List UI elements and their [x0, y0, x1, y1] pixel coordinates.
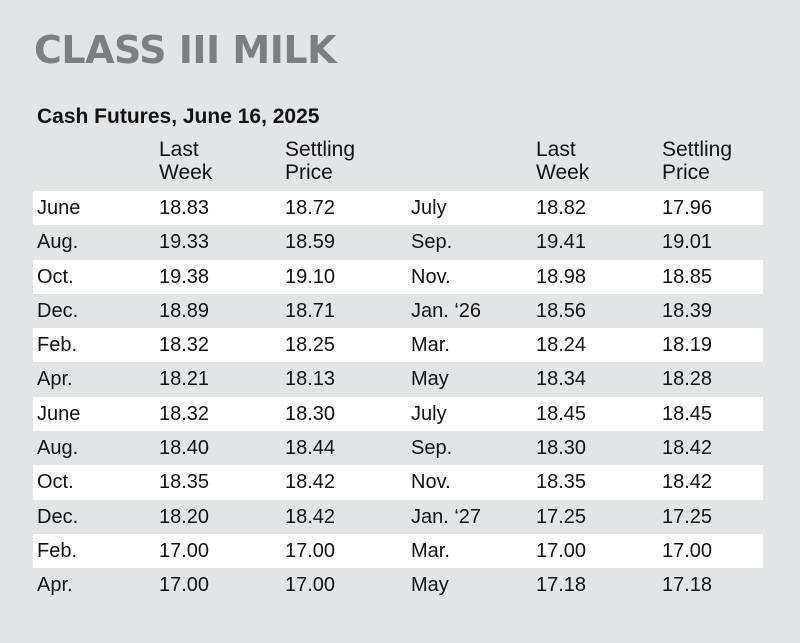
- table-row: Feb. 18.32 18.25 Mar. 18.24 18.19: [33, 328, 763, 363]
- month-cell: Feb.: [37, 539, 78, 562]
- last-week-cell: 18.98: [536, 265, 587, 288]
- month-cell: Mar.: [411, 334, 450, 357]
- table-row: Apr. 18.21 18.13 May 18.34 18.28: [33, 362, 763, 396]
- table-row: June 18.83 18.72 July 18.82 17.96: [33, 191, 763, 226]
- last-week-cell: 18.20: [159, 505, 210, 528]
- last-week-cell: 19.38: [159, 265, 210, 288]
- header-settling-price-label: Settling Price: [662, 138, 733, 184]
- header-last-week-label: Last Week: [536, 138, 590, 184]
- last-week-cell: 18.83: [159, 197, 210, 219]
- settling-price-cell: 18.42: [285, 505, 336, 528]
- table-row: June 18.32 18.30 July 18.45 18.45: [33, 396, 763, 432]
- last-week-cell: 18.34: [536, 368, 587, 391]
- month-cell: July: [411, 197, 447, 219]
- table-row: Apr. 17.00 17.00 May 17.18 17.18: [33, 568, 763, 602]
- last-week-cell: 17.00: [159, 539, 210, 562]
- last-week-cell: 18.35: [536, 471, 587, 494]
- header-last-week-left: Last Week: [159, 138, 279, 184]
- last-week-cell: 18.56: [536, 299, 587, 322]
- month-cell: Apr.: [37, 368, 73, 391]
- last-week-cell: 17.00: [159, 574, 210, 597]
- table-row: Aug. 19.33 18.59 Sep. 19.41 19.01: [33, 225, 763, 259]
- settling-price-cell: 19.01: [662, 231, 713, 254]
- table-subtitle: Cash Futures, June 16, 2025: [37, 105, 320, 128]
- last-week-cell: 17.25: [536, 505, 587, 528]
- month-cell: Oct.: [37, 471, 74, 494]
- table-row: Oct. 19.38 19.10 Nov. 18.98 18.85: [33, 259, 763, 294]
- table-row: Aug. 18.40 18.44 Sep. 18.30 18.42: [33, 431, 763, 465]
- table-row: Dec. 18.89 18.71 Jan. ‘26 18.56 18.39: [33, 294, 763, 328]
- settling-price-cell: 18.42: [662, 437, 713, 460]
- last-week-cell: 17.18: [536, 574, 587, 597]
- last-week-cell: 18.89: [159, 299, 210, 322]
- month-cell: Apr.: [37, 574, 73, 597]
- last-week-cell: 18.32: [159, 334, 210, 357]
- settling-price-cell: 17.25: [662, 505, 713, 528]
- month-cell: Aug.: [37, 231, 79, 254]
- settling-price-cell: 18.39: [662, 299, 713, 322]
- last-week-cell: 18.82: [536, 197, 587, 219]
- month-cell: Sep.: [411, 437, 453, 460]
- month-cell: Nov.: [411, 471, 451, 494]
- settling-price-cell: 18.44: [285, 437, 336, 460]
- last-week-cell: 18.32: [159, 402, 210, 425]
- last-week-cell: 19.41: [536, 231, 587, 254]
- header-settling-price-right: Settling Price: [662, 138, 782, 184]
- header-settling-price-label: Settling Price: [285, 138, 356, 184]
- settling-price-cell: 18.13: [285, 368, 336, 391]
- header-last-week-right: Last Week: [536, 138, 656, 184]
- last-week-cell: 18.21: [159, 368, 210, 391]
- settling-price-cell: 17.00: [285, 574, 336, 597]
- month-cell: Dec.: [37, 299, 79, 322]
- settling-price-cell: 17.00: [662, 539, 713, 562]
- header-last-week-label: Last Week: [159, 138, 213, 184]
- month-cell: June: [37, 402, 81, 425]
- table-row: Dec. 18.20 18.42 Jan. ‘27 17.25 17.25: [33, 500, 763, 534]
- month-cell: Aug.: [37, 437, 79, 460]
- month-cell: Jan. ‘27: [411, 505, 482, 528]
- page-title: CLASS III MILK: [34, 28, 337, 72]
- last-week-cell: 17.00: [536, 539, 587, 562]
- settling-price-cell: 18.25: [285, 334, 336, 357]
- month-cell: Sep.: [411, 231, 453, 254]
- settling-price-cell: 18.42: [285, 471, 336, 494]
- settling-price-cell: 18.45: [662, 402, 713, 425]
- table-row: Feb. 17.00 17.00 Mar. 17.00 17.00: [33, 533, 763, 569]
- settling-price-cell: 18.71: [285, 299, 336, 322]
- settling-price-cell: 18.72: [285, 197, 336, 219]
- settling-price-cell: 17.00: [285, 539, 336, 562]
- month-cell: May: [411, 368, 449, 391]
- month-cell: Feb.: [37, 334, 78, 357]
- last-week-cell: 18.24: [536, 334, 587, 357]
- settling-price-cell: 18.19: [662, 334, 713, 357]
- table-row: Oct. 18.35 18.42 Nov. 18.35 18.42: [33, 465, 763, 500]
- last-week-cell: 19.33: [159, 231, 210, 254]
- settling-price-cell: 18.28: [662, 368, 713, 391]
- month-cell: Dec.: [37, 505, 79, 528]
- header-settling-price-left: Settling Price: [285, 138, 405, 184]
- futures-table: June 18.83 18.72 July 18.82 17.96 Aug. 1…: [33, 191, 763, 603]
- month-cell: May: [411, 574, 449, 597]
- settling-price-cell: 18.85: [662, 265, 713, 288]
- last-week-cell: 18.30: [536, 437, 587, 460]
- month-cell: Jan. ‘26: [411, 299, 482, 322]
- settling-price-cell: 17.96: [662, 197, 713, 219]
- last-week-cell: 18.40: [159, 437, 210, 460]
- settling-price-cell: 19.10: [285, 265, 336, 288]
- month-cell: July: [411, 402, 447, 425]
- settling-price-cell: 17.18: [662, 574, 713, 597]
- month-cell: June: [37, 197, 81, 219]
- month-cell: Nov.: [411, 265, 451, 288]
- last-week-cell: 18.35: [159, 471, 210, 494]
- last-week-cell: 18.45: [536, 402, 587, 425]
- settling-price-cell: 18.42: [662, 471, 713, 494]
- month-cell: Mar.: [411, 539, 450, 562]
- settling-price-cell: 18.30: [285, 402, 336, 425]
- month-cell: Oct.: [37, 265, 74, 288]
- settling-price-cell: 18.59: [285, 231, 336, 254]
